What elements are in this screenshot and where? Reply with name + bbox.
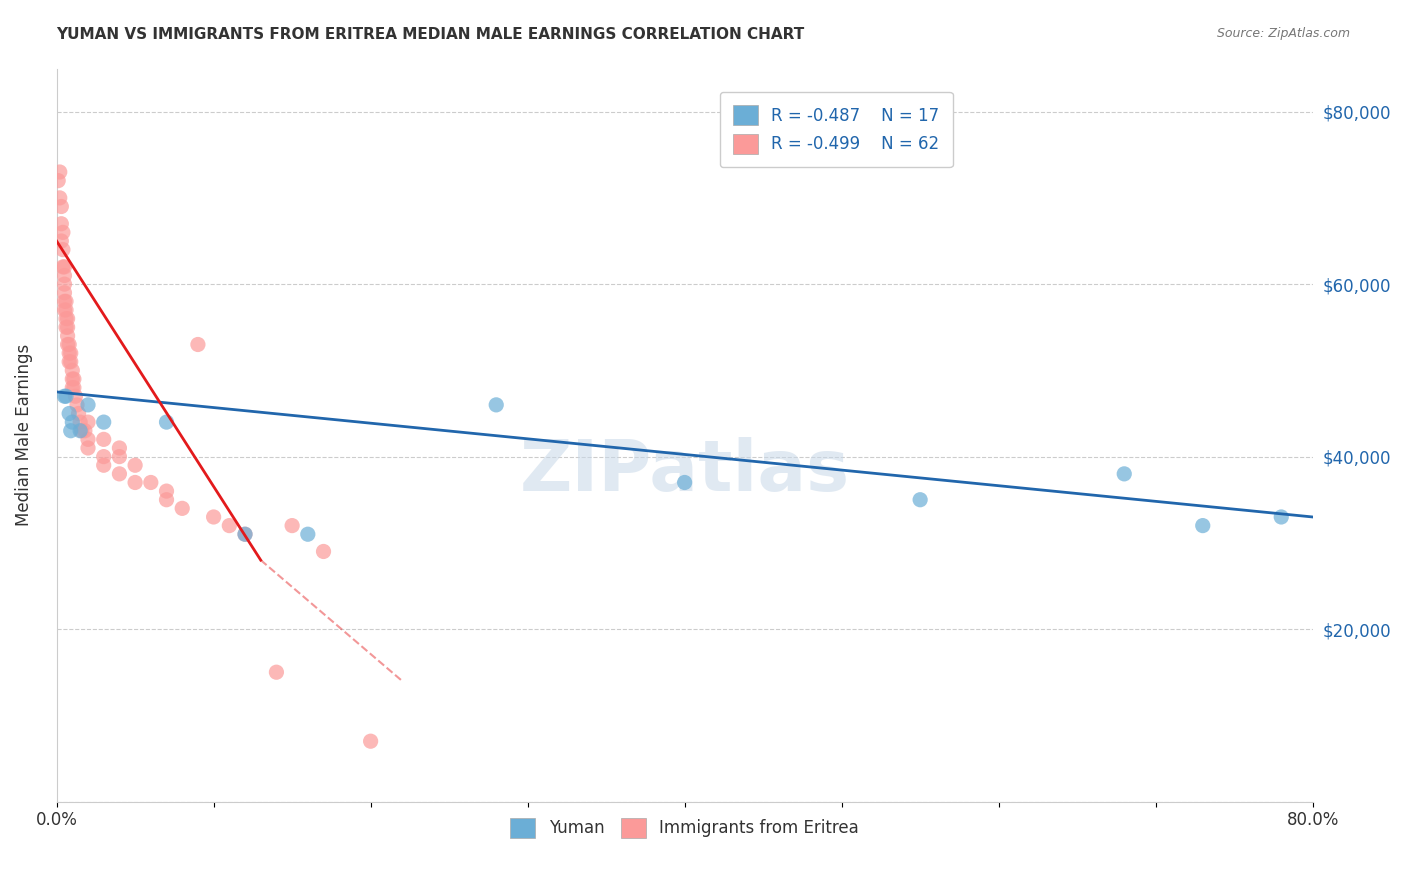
Point: [124, 458, 146, 473]
Point: [52, 243, 75, 257]
Point: [67, 407, 90, 421]
Point: [155, 415, 177, 429]
Point: [233, 527, 256, 541]
Point: [172, 501, 194, 516]
Point: [53, 285, 76, 300]
Point: [233, 527, 256, 541]
Point: [55, 303, 77, 318]
Point: [360, 734, 382, 748]
Point: [139, 475, 162, 490]
Point: [108, 450, 131, 464]
Point: [63, 372, 86, 386]
Point: [69, 415, 91, 429]
Point: [55, 389, 77, 403]
Point: [53, 389, 76, 403]
Point: [108, 441, 131, 455]
Point: [155, 484, 177, 499]
Point: [218, 518, 240, 533]
Point: [51, 234, 73, 248]
Point: [155, 492, 177, 507]
Point: [77, 415, 100, 429]
Point: [312, 544, 335, 558]
Point: [77, 398, 100, 412]
Point: [485, 398, 508, 412]
Point: [1114, 467, 1136, 481]
Point: [52, 260, 75, 274]
Point: [108, 467, 131, 481]
Point: [55, 311, 77, 326]
Point: [202, 510, 225, 524]
Point: [93, 433, 115, 447]
Point: [59, 355, 82, 369]
Point: [58, 337, 80, 351]
Point: [93, 415, 115, 429]
Point: [46, 174, 69, 188]
Point: [56, 311, 79, 326]
Point: [53, 294, 76, 309]
Point: [73, 424, 96, 438]
Point: [93, 458, 115, 473]
Point: [58, 346, 80, 360]
Text: ZIPatlas: ZIPatlas: [520, 437, 849, 506]
Point: [124, 475, 146, 490]
Point: [673, 475, 696, 490]
Point: [58, 407, 80, 421]
Point: [53, 303, 76, 318]
Point: [55, 294, 77, 309]
Point: [51, 217, 73, 231]
Point: [60, 415, 83, 429]
Point: [70, 424, 93, 438]
Point: [297, 527, 319, 541]
Point: [1270, 510, 1292, 524]
Point: [56, 329, 79, 343]
Point: [187, 337, 209, 351]
Point: [60, 381, 83, 395]
Point: [66, 398, 89, 412]
Point: [93, 450, 115, 464]
Point: [281, 518, 304, 533]
Text: YUMAN VS IMMIGRANTS FROM ERITREA MEDIAN MALE EARNINGS CORRELATION CHART: YUMAN VS IMMIGRANTS FROM ERITREA MEDIAN …: [56, 27, 804, 42]
Point: [908, 492, 931, 507]
Point: [58, 355, 80, 369]
Point: [56, 320, 79, 334]
Point: [63, 381, 86, 395]
Point: [56, 337, 79, 351]
Point: [53, 277, 76, 292]
Point: [59, 346, 82, 360]
Text: Source: ZipAtlas.com: Source: ZipAtlas.com: [1216, 27, 1350, 40]
Y-axis label: Median Male Earnings: Median Male Earnings: [15, 344, 32, 526]
Point: [65, 389, 87, 403]
Point: [59, 424, 82, 438]
Point: [60, 372, 83, 386]
Point: [48, 191, 70, 205]
Point: [77, 433, 100, 447]
Point: [266, 665, 288, 680]
Point: [69, 424, 91, 438]
Legend: Yuman, Immigrants from Eritrea: Yuman, Immigrants from Eritrea: [503, 811, 866, 845]
Point: [53, 260, 76, 274]
Point: [53, 268, 76, 283]
Point: [48, 165, 70, 179]
Point: [55, 320, 77, 334]
Point: [51, 200, 73, 214]
Point: [1191, 518, 1213, 533]
Point: [52, 226, 75, 240]
Point: [77, 441, 100, 455]
Point: [60, 363, 83, 377]
